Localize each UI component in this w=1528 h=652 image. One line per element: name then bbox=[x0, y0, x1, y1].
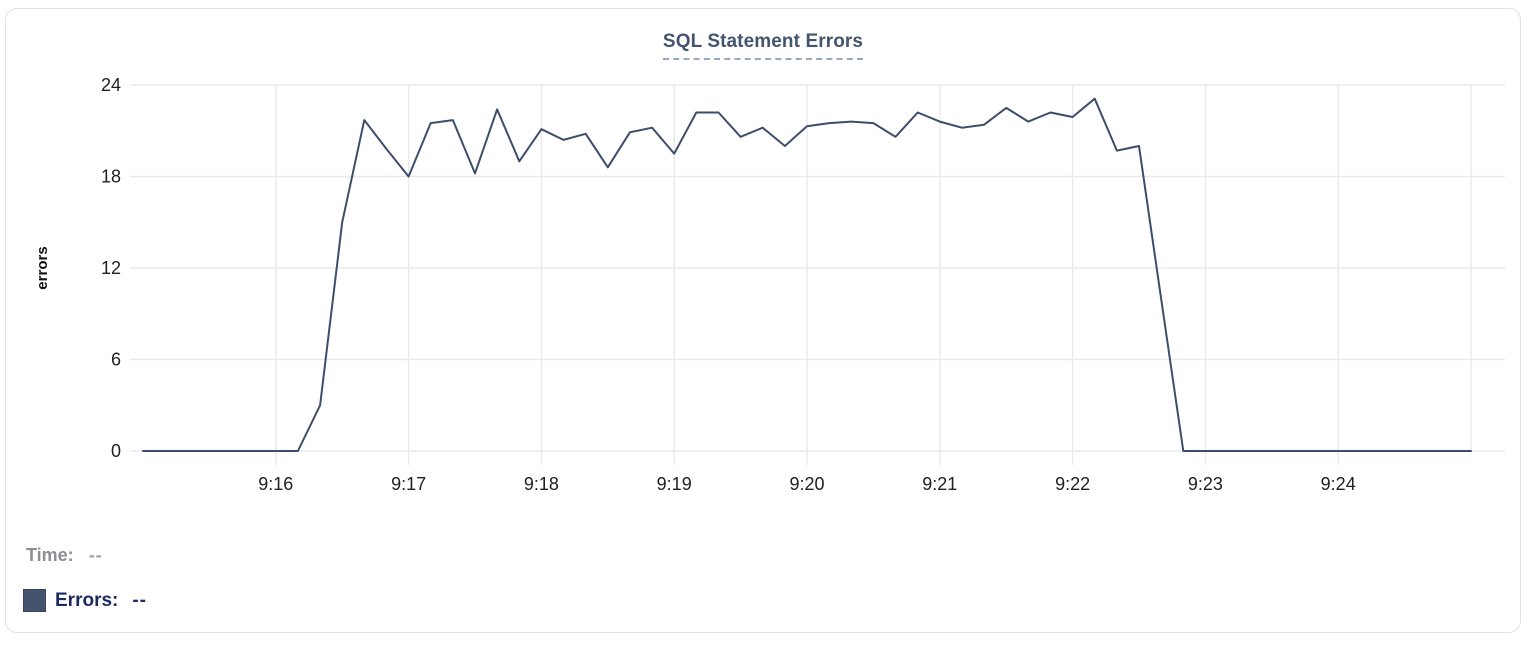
x-tick-label: 9:16 bbox=[258, 474, 293, 494]
y-axis-tick-labels: 0 6 12 18 24 bbox=[101, 75, 121, 461]
x-tick-label: 9:24 bbox=[1321, 474, 1356, 494]
tooltip-time-value: -- bbox=[88, 545, 103, 565]
x-tick-label: 9:21 bbox=[922, 474, 957, 494]
tooltip-time-row: Time: -- bbox=[26, 545, 103, 566]
y-axis-title: errors bbox=[34, 246, 51, 289]
errors-data-line bbox=[142, 97, 1472, 452]
x-axis-tick-labels: 9:16 9:17 9:18 9:19 9:20 9:21 9:22 9:23 9:24 bbox=[258, 474, 1355, 494]
x-tick-label: 9:22 bbox=[1055, 474, 1090, 494]
y-tick-label: 12 bbox=[101, 258, 121, 278]
chart-header: SQL Statement Errors bbox=[6, 31, 1520, 60]
chart-title[interactable]: SQL Statement Errors bbox=[662, 31, 864, 60]
x-tick-label: 9:23 bbox=[1188, 474, 1223, 494]
tooltip-errors-value: -- bbox=[132, 589, 148, 611]
tooltip-errors-row: Errors: -- bbox=[23, 589, 147, 612]
y-tick-label: 18 bbox=[101, 167, 121, 187]
line-chart-plot-area[interactable]: 0 6 12 18 24 9:16 9:17 9:18 9:19 9:20 9:21 9:22 9:2… bbox=[6, 9, 1521, 633]
errors-series-swatch bbox=[23, 589, 46, 612]
x-tick-label: 9:17 bbox=[391, 474, 426, 494]
tooltip-time-label: Time: bbox=[26, 545, 74, 565]
x-tick-label: 9:18 bbox=[524, 474, 559, 494]
vertical-gridlines bbox=[275, 85, 1472, 465]
data-series bbox=[142, 97, 1472, 452]
y-tick-label: 6 bbox=[111, 350, 121, 370]
x-tick-label: 9:19 bbox=[657, 474, 692, 494]
chart-card: SQL Statement Errors 0 6 12 18 24 9:16 9:17 9:… bbox=[5, 8, 1521, 633]
y-tick-label: 0 bbox=[111, 441, 121, 461]
y-tick-label: 24 bbox=[101, 75, 121, 95]
tooltip-errors-label: Errors: bbox=[55, 589, 119, 611]
x-tick-label: 9:20 bbox=[789, 474, 824, 494]
